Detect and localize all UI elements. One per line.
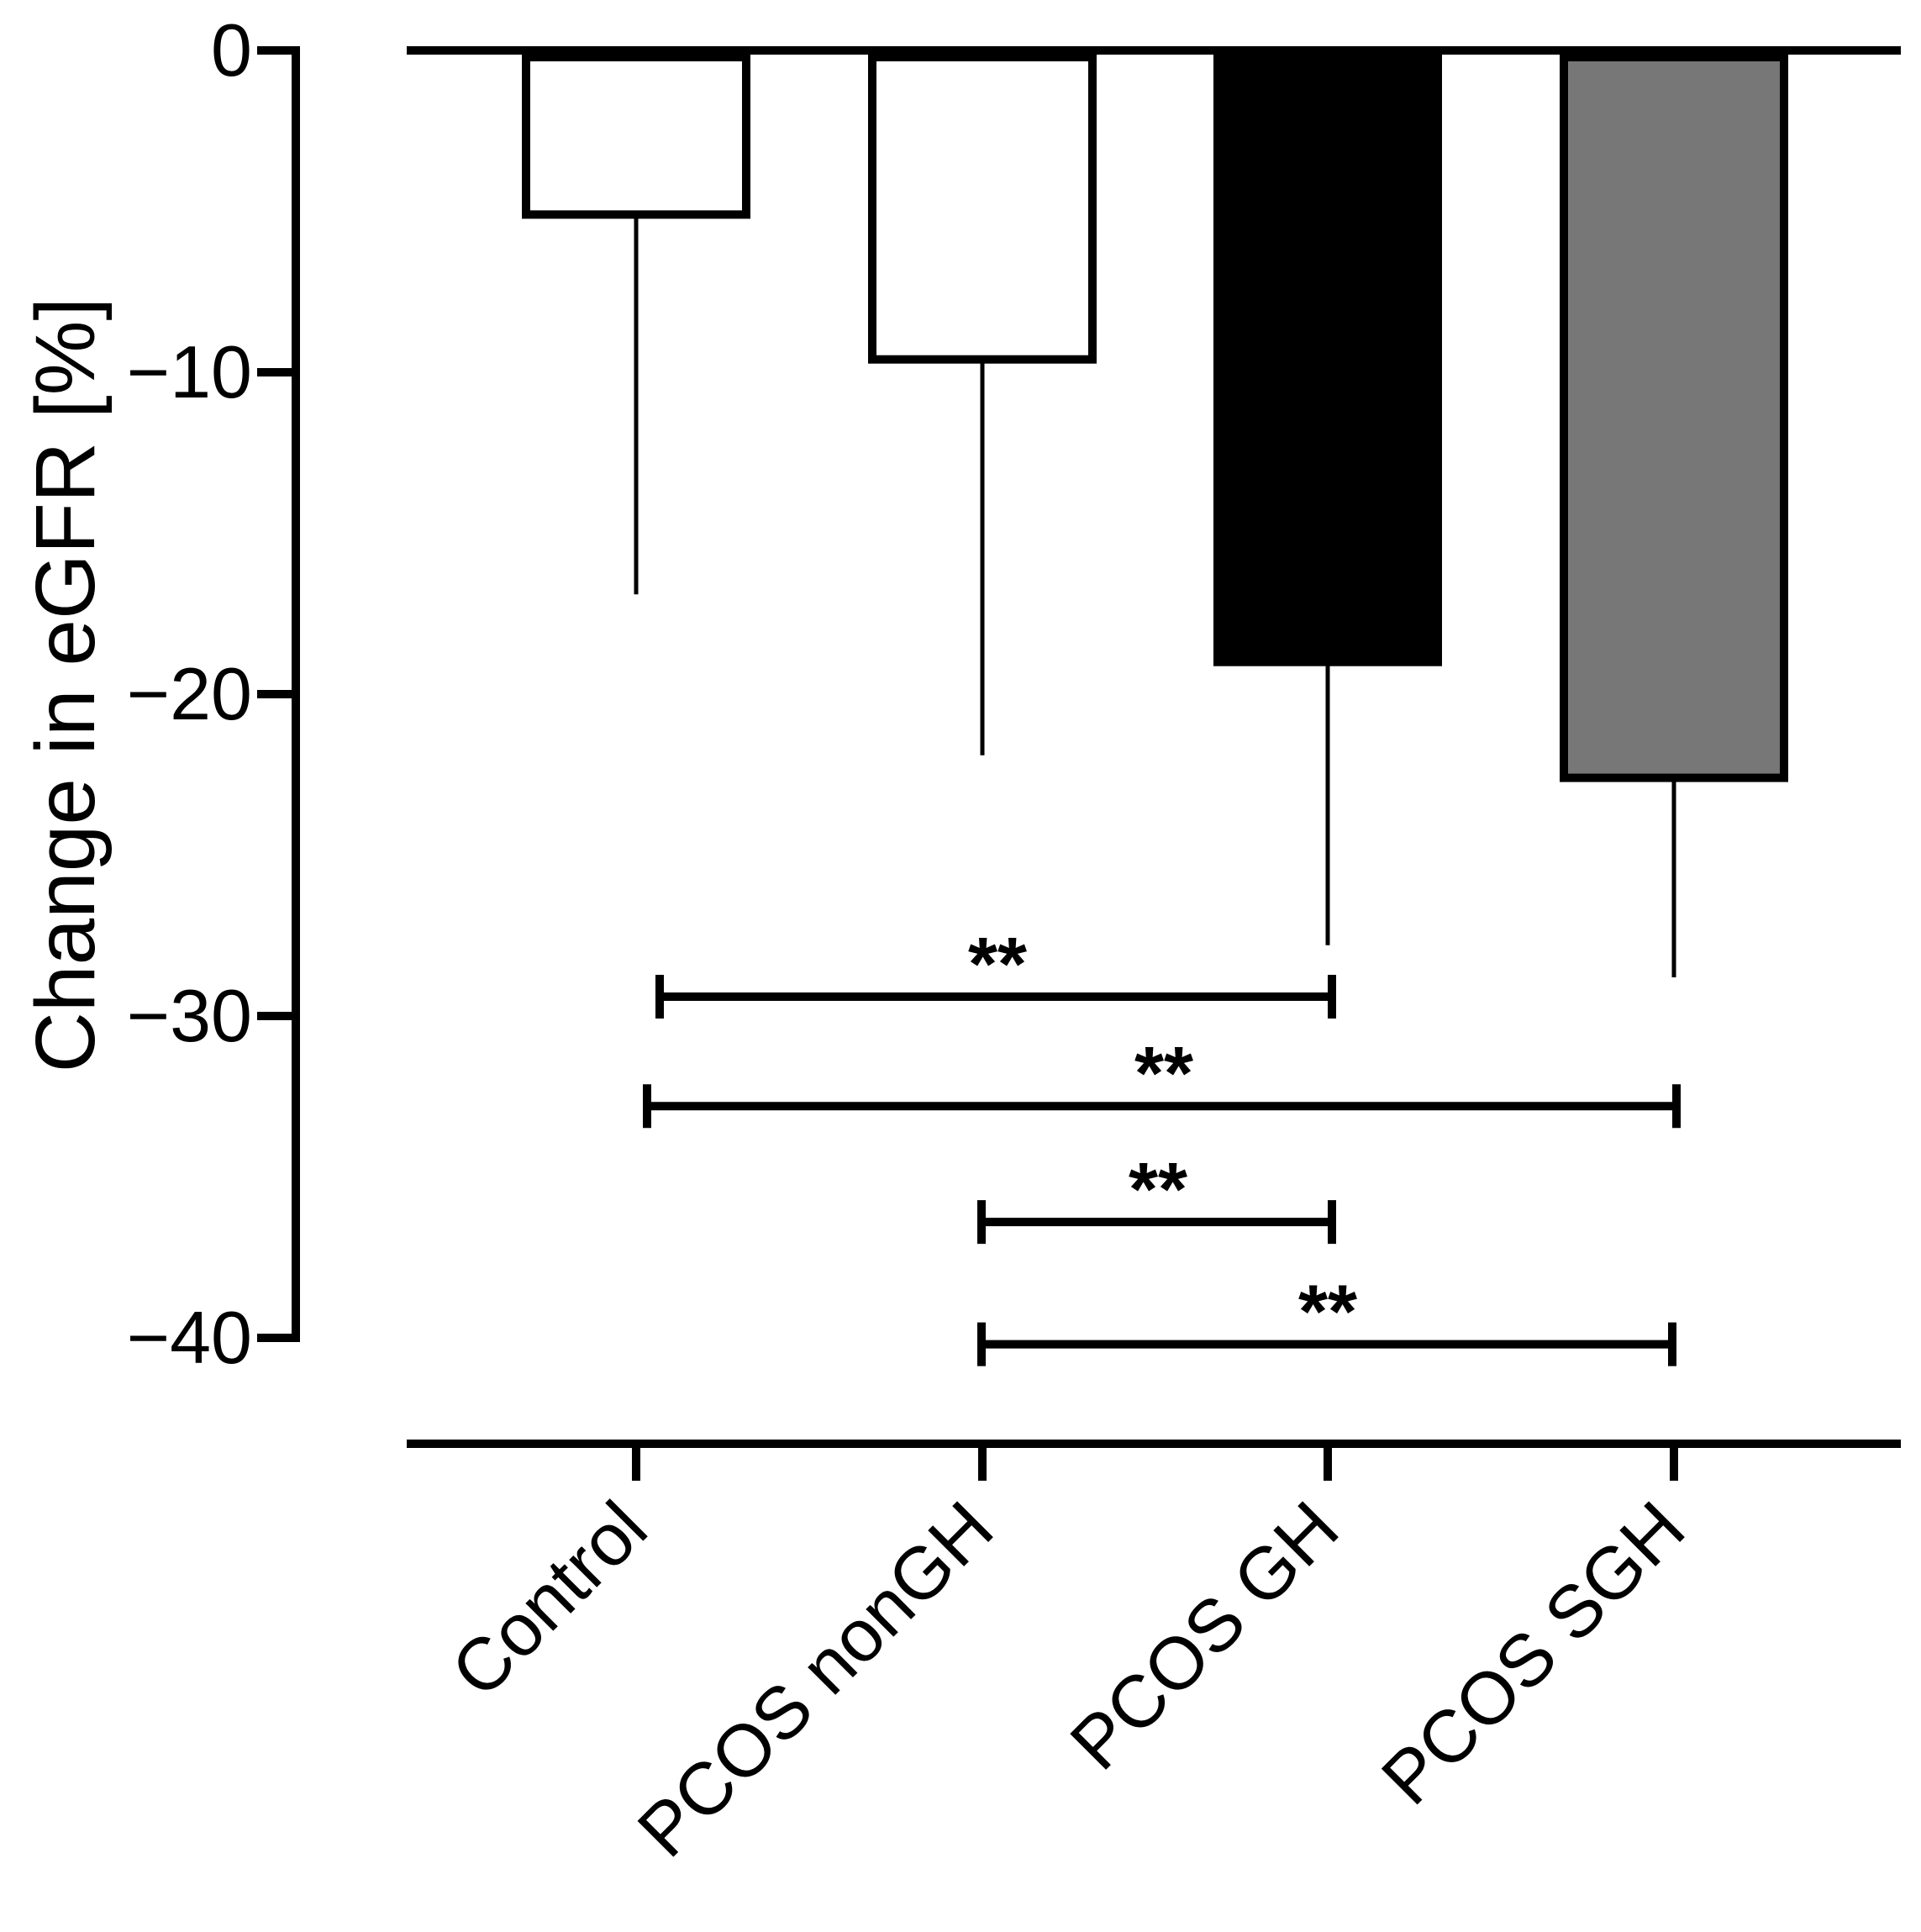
y-tick-label: 0 bbox=[211, 8, 252, 92]
significance-brackets: ** ** ** ** bbox=[643, 923, 1681, 1366]
bar bbox=[1560, 53, 1788, 782]
y-tick-label: −10 bbox=[127, 330, 252, 413]
x-tick-label: Control bbox=[435, 1485, 663, 1713]
bar bbox=[1213, 53, 1442, 666]
bars bbox=[522, 53, 1788, 782]
bar bbox=[522, 53, 750, 219]
y-axis: 0 −10 −20 −30 −40 bbox=[127, 8, 300, 1379]
bar bbox=[868, 53, 1097, 364]
x-tick-label: PCOS GH bbox=[1054, 1485, 1354, 1785]
significance-label: ** bbox=[1129, 1148, 1187, 1232]
y-tick-label: −40 bbox=[127, 1296, 252, 1379]
significance-label: ** bbox=[1298, 1271, 1357, 1355]
y-tick-label: −20 bbox=[127, 652, 252, 735]
error-bars bbox=[634, 214, 1676, 978]
x-tick-label: PCOS nonGH bbox=[622, 1485, 1009, 1872]
y-axis-title: Change in eGFR [%] bbox=[18, 297, 113, 1073]
significance-label: ** bbox=[968, 923, 1027, 1007]
significance-label: ** bbox=[1134, 1032, 1193, 1116]
x-tick-label: PCOS SGH bbox=[1366, 1485, 1700, 1819]
y-tick-label: −30 bbox=[127, 974, 252, 1057]
